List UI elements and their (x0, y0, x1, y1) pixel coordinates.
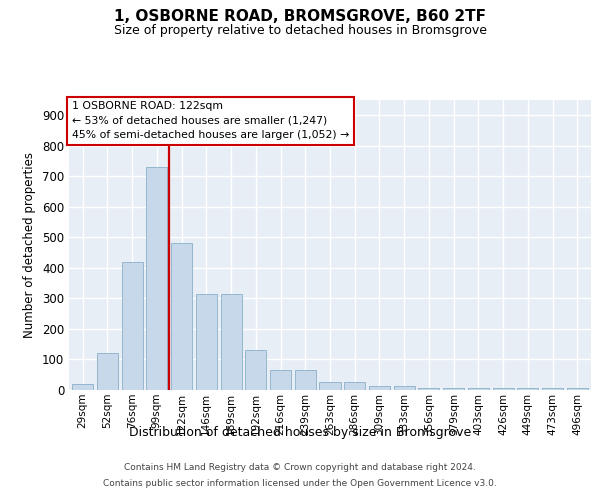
Bar (72, 384, 93, 390)
Bar (245, 350, 266, 390)
Bar (542, 388, 563, 390)
Bar (517, 388, 538, 390)
Bar (97, 353, 118, 390)
Bar (443, 388, 464, 390)
Bar (196, 294, 217, 390)
Bar (146, 167, 167, 390)
Bar (221, 294, 242, 390)
Text: Distribution of detached houses by size in Bromsgrove: Distribution of detached houses by size … (129, 426, 471, 439)
Text: Contains HM Land Registry data © Crown copyright and database right 2024.: Contains HM Land Registry data © Crown c… (124, 464, 476, 472)
Text: Size of property relative to detached houses in Bromsgrove: Size of property relative to detached ho… (113, 24, 487, 37)
Bar (319, 382, 341, 390)
Bar (369, 386, 390, 390)
Bar (295, 370, 316, 390)
Bar (567, 388, 588, 390)
Text: 1, OSBORNE ROAD, BROMSGROVE, B60 2TF: 1, OSBORNE ROAD, BROMSGROVE, B60 2TF (114, 9, 486, 24)
Bar (394, 386, 415, 390)
Text: 1 OSBORNE ROAD: 122sqm
← 53% of detached houses are smaller (1,247)
45% of semi-: 1 OSBORNE ROAD: 122sqm ← 53% of detached… (71, 102, 349, 140)
Y-axis label: Number of detached properties: Number of detached properties (23, 152, 37, 338)
Bar (468, 388, 489, 390)
Bar (493, 388, 514, 390)
Bar (344, 382, 365, 390)
Bar (171, 242, 192, 390)
Text: Contains public sector information licensed under the Open Government Licence v3: Contains public sector information licen… (103, 478, 497, 488)
Bar (122, 262, 143, 390)
Bar (418, 388, 439, 390)
Bar (270, 370, 291, 390)
